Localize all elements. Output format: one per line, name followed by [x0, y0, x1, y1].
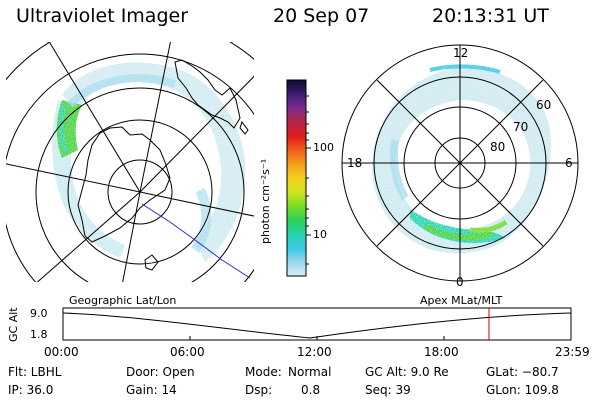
date-label: 20 Sep 07	[273, 5, 370, 27]
gc-alt-info: GC Alt: 9.0 Re	[365, 365, 449, 379]
right-meridians	[342, 45, 578, 281]
mlt-label-12: 12	[453, 46, 469, 60]
left-map-caption: Geographic Lat/Lon	[69, 294, 177, 307]
left-lat-circles	[6, 42, 254, 282]
seq-info: Seq: 39	[365, 383, 411, 397]
colorbar-unit-label: photon cm⁻²s⁻¹	[259, 158, 272, 244]
altitude-ytick-9: 9.0	[30, 307, 48, 320]
magnetic-map	[341, 44, 579, 282]
gain-info: Gain: 14	[126, 383, 177, 397]
instrument-title: Ultraviolet Imager	[16, 5, 189, 27]
left-meridians	[6, 42, 254, 282]
mlt-label-6: 6	[565, 156, 573, 170]
glon-info: GLon: 109.8	[486, 383, 559, 397]
geographic-map	[6, 42, 254, 282]
mode-value: Normal	[288, 365, 332, 379]
colorbar-tick-10: 10	[313, 228, 327, 241]
ip-info: IP: 36.0	[8, 383, 54, 397]
filter-info: Flt: LBHL	[8, 365, 62, 379]
altitude-plot	[62, 307, 572, 341]
altitude-xtick-1800: 18:00	[424, 345, 459, 359]
mlat-label-60: 60	[536, 98, 552, 112]
dsp-label: Dsp:	[245, 383, 273, 397]
altitude-ytick-1-8: 1.8	[30, 328, 48, 341]
altitude-xtick-0000: 00:00	[44, 345, 79, 359]
altitude-ylabel: GC Alt	[7, 307, 20, 342]
door-info: Door: Open	[126, 365, 195, 379]
mlt-label-0: 0	[456, 275, 464, 289]
dsp-value: 0.8	[301, 383, 321, 397]
colorbar	[286, 79, 311, 277]
mode-label: Mode:	[245, 365, 282, 379]
glat-info: GLat: −80.7	[486, 365, 559, 379]
colorbar-tick-100: 100	[313, 141, 334, 154]
right-map-caption: Apex MLat/MLT	[420, 294, 503, 307]
altitude-xtick-1200: 12:00	[297, 345, 332, 359]
mlt-label-18: 18	[347, 156, 363, 170]
time-label: 20:13:31 UT	[432, 5, 549, 27]
mlat-label-80: 80	[490, 140, 506, 154]
mlat-label-70: 70	[513, 120, 529, 134]
altitude-xtick-2359: 23:59	[555, 345, 590, 359]
altitude-curve	[62, 312, 572, 339]
altitude-xtick-0600: 06:00	[170, 345, 205, 359]
left-track-line	[141, 203, 251, 279]
